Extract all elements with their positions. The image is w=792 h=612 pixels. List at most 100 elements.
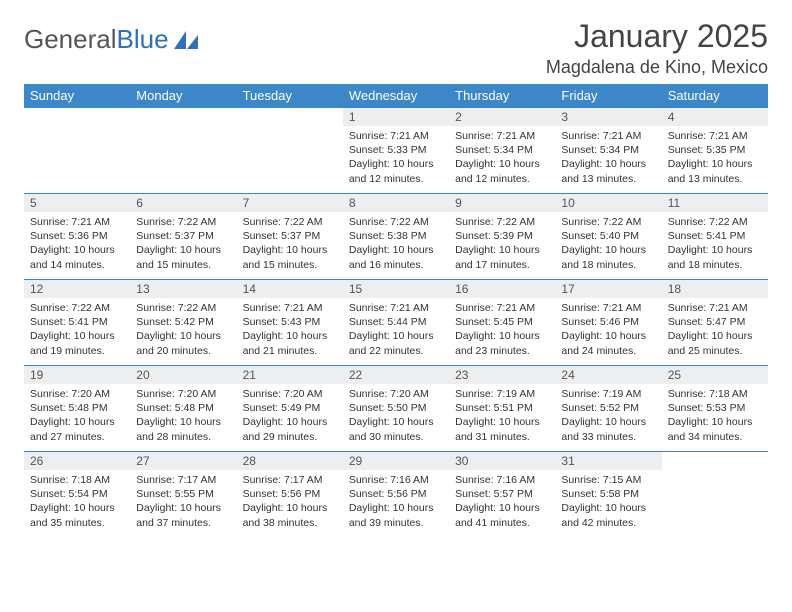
sunrise-text: Sunrise: 7:22 AM bbox=[561, 215, 655, 229]
sunrise-text: Sunrise: 7:18 AM bbox=[668, 387, 762, 401]
day-number: 8 bbox=[343, 194, 449, 212]
sunrise-text: Sunrise: 7:21 AM bbox=[561, 129, 655, 143]
sunrise-text: Sunrise: 7:22 AM bbox=[455, 215, 549, 229]
week-row: 12Sunrise: 7:22 AMSunset: 5:41 PMDayligh… bbox=[24, 280, 768, 366]
day-cell: 30Sunrise: 7:16 AMSunset: 5:57 PMDayligh… bbox=[449, 452, 555, 538]
sunrise-text: Sunrise: 7:20 AM bbox=[136, 387, 230, 401]
day-number: 16 bbox=[449, 280, 555, 298]
weekday-row: Sunday Monday Tuesday Wednesday Thursday… bbox=[24, 84, 768, 108]
day-info: Sunrise: 7:20 AMSunset: 5:48 PMDaylight:… bbox=[24, 384, 130, 450]
daylight-text: Daylight: 10 hours and 29 minutes. bbox=[243, 415, 337, 443]
week-row: 26Sunrise: 7:18 AMSunset: 5:54 PMDayligh… bbox=[24, 452, 768, 538]
day-number bbox=[662, 452, 768, 456]
day-info: Sunrise: 7:16 AMSunset: 5:56 PMDaylight:… bbox=[343, 470, 449, 536]
brand-part2: Blue bbox=[117, 24, 169, 55]
sunset-text: Sunset: 5:57 PM bbox=[455, 487, 549, 501]
sunset-text: Sunset: 5:45 PM bbox=[455, 315, 549, 329]
day-info: Sunrise: 7:22 AMSunset: 5:40 PMDaylight:… bbox=[555, 212, 661, 278]
day-info: Sunrise: 7:22 AMSunset: 5:39 PMDaylight:… bbox=[449, 212, 555, 278]
daylight-text: Daylight: 10 hours and 18 minutes. bbox=[561, 243, 655, 271]
day-info: Sunrise: 7:22 AMSunset: 5:42 PMDaylight:… bbox=[130, 298, 236, 364]
day-number: 28 bbox=[237, 452, 343, 470]
daylight-text: Daylight: 10 hours and 13 minutes. bbox=[561, 157, 655, 185]
sunset-text: Sunset: 5:46 PM bbox=[561, 315, 655, 329]
daylight-text: Daylight: 10 hours and 23 minutes. bbox=[455, 329, 549, 357]
day-info: Sunrise: 7:22 AMSunset: 5:37 PMDaylight:… bbox=[237, 212, 343, 278]
week-row: 1Sunrise: 7:21 AMSunset: 5:33 PMDaylight… bbox=[24, 108, 768, 194]
day-cell: 28Sunrise: 7:17 AMSunset: 5:56 PMDayligh… bbox=[237, 452, 343, 538]
day-cell: 12Sunrise: 7:22 AMSunset: 5:41 PMDayligh… bbox=[24, 280, 130, 366]
day-info: Sunrise: 7:21 AMSunset: 5:43 PMDaylight:… bbox=[237, 298, 343, 364]
daylight-text: Daylight: 10 hours and 41 minutes. bbox=[455, 501, 549, 529]
day-number bbox=[237, 108, 343, 112]
day-info: Sunrise: 7:20 AMSunset: 5:50 PMDaylight:… bbox=[343, 384, 449, 450]
col-saturday: Saturday bbox=[662, 84, 768, 108]
header-row: GeneralBlue January 2025 Magdalena de Ki… bbox=[24, 18, 768, 78]
day-info: Sunrise: 7:16 AMSunset: 5:57 PMDaylight:… bbox=[449, 470, 555, 536]
day-number: 31 bbox=[555, 452, 661, 470]
daylight-text: Daylight: 10 hours and 24 minutes. bbox=[561, 329, 655, 357]
daylight-text: Daylight: 10 hours and 42 minutes. bbox=[561, 501, 655, 529]
day-info: Sunrise: 7:21 AMSunset: 5:46 PMDaylight:… bbox=[555, 298, 661, 364]
day-cell bbox=[24, 108, 130, 194]
day-info: Sunrise: 7:21 AMSunset: 5:47 PMDaylight:… bbox=[662, 298, 768, 364]
calendar-head: Sunday Monday Tuesday Wednesday Thursday… bbox=[24, 84, 768, 108]
day-number: 10 bbox=[555, 194, 661, 212]
calendar-table: Sunday Monday Tuesday Wednesday Thursday… bbox=[24, 84, 768, 538]
day-info: Sunrise: 7:21 AMSunset: 5:36 PMDaylight:… bbox=[24, 212, 130, 278]
day-number: 2 bbox=[449, 108, 555, 126]
sunrise-text: Sunrise: 7:22 AM bbox=[243, 215, 337, 229]
sunset-text: Sunset: 5:50 PM bbox=[349, 401, 443, 415]
sunset-text: Sunset: 5:38 PM bbox=[349, 229, 443, 243]
sunrise-text: Sunrise: 7:20 AM bbox=[349, 387, 443, 401]
sunrise-text: Sunrise: 7:21 AM bbox=[243, 301, 337, 315]
day-number: 12 bbox=[24, 280, 130, 298]
sunrise-text: Sunrise: 7:20 AM bbox=[30, 387, 124, 401]
day-number: 25 bbox=[662, 366, 768, 384]
sunrise-text: Sunrise: 7:21 AM bbox=[349, 301, 443, 315]
daylight-text: Daylight: 10 hours and 38 minutes. bbox=[243, 501, 337, 529]
calendar-page: GeneralBlue January 2025 Magdalena de Ki… bbox=[0, 0, 792, 556]
day-cell: 27Sunrise: 7:17 AMSunset: 5:55 PMDayligh… bbox=[130, 452, 236, 538]
day-info: Sunrise: 7:17 AMSunset: 5:55 PMDaylight:… bbox=[130, 470, 236, 536]
day-cell: 2Sunrise: 7:21 AMSunset: 5:34 PMDaylight… bbox=[449, 108, 555, 194]
day-info: Sunrise: 7:21 AMSunset: 5:33 PMDaylight:… bbox=[343, 126, 449, 192]
day-info: Sunrise: 7:22 AMSunset: 5:38 PMDaylight:… bbox=[343, 212, 449, 278]
sunrise-text: Sunrise: 7:17 AM bbox=[243, 473, 337, 487]
sunrise-text: Sunrise: 7:21 AM bbox=[349, 129, 443, 143]
daylight-text: Daylight: 10 hours and 34 minutes. bbox=[668, 415, 762, 443]
day-number: 14 bbox=[237, 280, 343, 298]
sunset-text: Sunset: 5:34 PM bbox=[455, 143, 549, 157]
day-number: 13 bbox=[130, 280, 236, 298]
sunset-text: Sunset: 5:41 PM bbox=[30, 315, 124, 329]
daylight-text: Daylight: 10 hours and 37 minutes. bbox=[136, 501, 230, 529]
sunrise-text: Sunrise: 7:19 AM bbox=[561, 387, 655, 401]
daylight-text: Daylight: 10 hours and 22 minutes. bbox=[349, 329, 443, 357]
col-friday: Friday bbox=[555, 84, 661, 108]
day-number: 19 bbox=[24, 366, 130, 384]
sunset-text: Sunset: 5:40 PM bbox=[561, 229, 655, 243]
day-info: Sunrise: 7:17 AMSunset: 5:56 PMDaylight:… bbox=[237, 470, 343, 536]
day-number: 3 bbox=[555, 108, 661, 126]
sunrise-text: Sunrise: 7:16 AM bbox=[455, 473, 549, 487]
day-info: Sunrise: 7:21 AMSunset: 5:34 PMDaylight:… bbox=[449, 126, 555, 192]
brand-part1: General bbox=[24, 24, 117, 55]
location-label: Magdalena de Kino, Mexico bbox=[546, 57, 768, 78]
daylight-text: Daylight: 10 hours and 17 minutes. bbox=[455, 243, 549, 271]
brand-logo: GeneralBlue bbox=[24, 24, 200, 55]
day-cell: 29Sunrise: 7:16 AMSunset: 5:56 PMDayligh… bbox=[343, 452, 449, 538]
sunrise-text: Sunrise: 7:15 AM bbox=[561, 473, 655, 487]
day-cell: 14Sunrise: 7:21 AMSunset: 5:43 PMDayligh… bbox=[237, 280, 343, 366]
sunset-text: Sunset: 5:55 PM bbox=[136, 487, 230, 501]
day-cell bbox=[662, 452, 768, 538]
day-number: 18 bbox=[662, 280, 768, 298]
day-cell: 15Sunrise: 7:21 AMSunset: 5:44 PMDayligh… bbox=[343, 280, 449, 366]
day-cell: 25Sunrise: 7:18 AMSunset: 5:53 PMDayligh… bbox=[662, 366, 768, 452]
daylight-text: Daylight: 10 hours and 15 minutes. bbox=[136, 243, 230, 271]
day-cell bbox=[237, 108, 343, 194]
day-cell: 10Sunrise: 7:22 AMSunset: 5:40 PMDayligh… bbox=[555, 194, 661, 280]
day-number: 20 bbox=[130, 366, 236, 384]
daylight-text: Daylight: 10 hours and 31 minutes. bbox=[455, 415, 549, 443]
sunrise-text: Sunrise: 7:21 AM bbox=[668, 129, 762, 143]
col-thursday: Thursday bbox=[449, 84, 555, 108]
